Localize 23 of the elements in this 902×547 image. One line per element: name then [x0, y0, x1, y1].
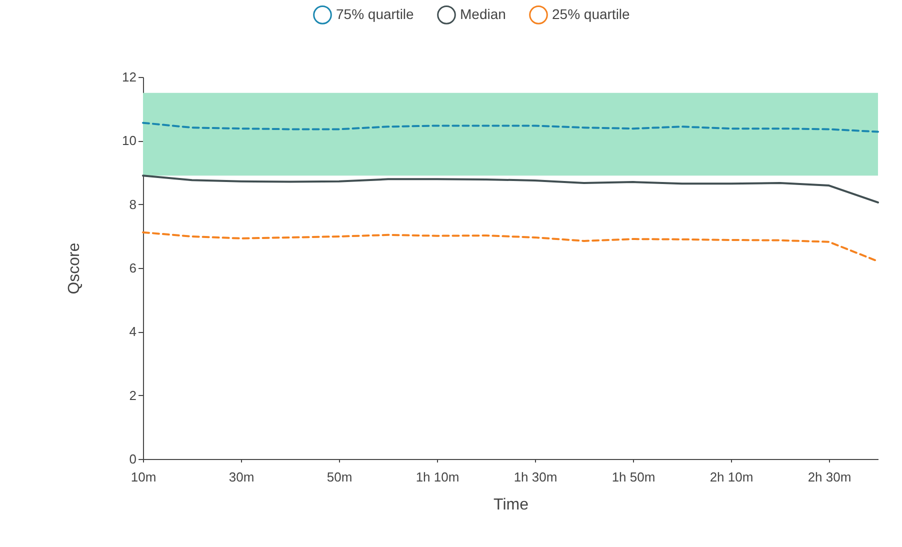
- y-tick-label: 10: [122, 133, 136, 148]
- y-tick-label: 8: [129, 196, 136, 212]
- x-tick-label: 1h 10m: [416, 470, 460, 484]
- x-tick-label: 2h 30m: [808, 470, 852, 484]
- x-tick-label: 10m: [130, 470, 156, 484]
- legend-label: Median: [460, 6, 506, 22]
- line-series: [142, 174, 879, 204]
- line-series: [142, 231, 879, 262]
- y-tick-label: 2: [129, 388, 136, 403]
- x-axis-title: Time: [494, 496, 529, 514]
- y-axis-title: Qscore: [66, 242, 84, 294]
- x-tick-label: 1h 50m: [612, 470, 656, 484]
- y-tick-label: 12: [122, 70, 136, 84]
- x-tick-label: 50m: [326, 470, 352, 484]
- legend-label: 25% quartile: [552, 6, 630, 22]
- legend-label: 75% quartile: [336, 6, 414, 22]
- x-tick-label: 1h 30m: [514, 470, 558, 484]
- y-tick-label: 4: [129, 324, 136, 340]
- x-tick-label: 2h 10m: [710, 470, 754, 484]
- x-tick-label: 30m: [228, 470, 254, 484]
- y-tick-label: 0: [129, 452, 136, 466]
- line-series: [142, 122, 879, 133]
- y-tick-label: 6: [129, 260, 136, 276]
